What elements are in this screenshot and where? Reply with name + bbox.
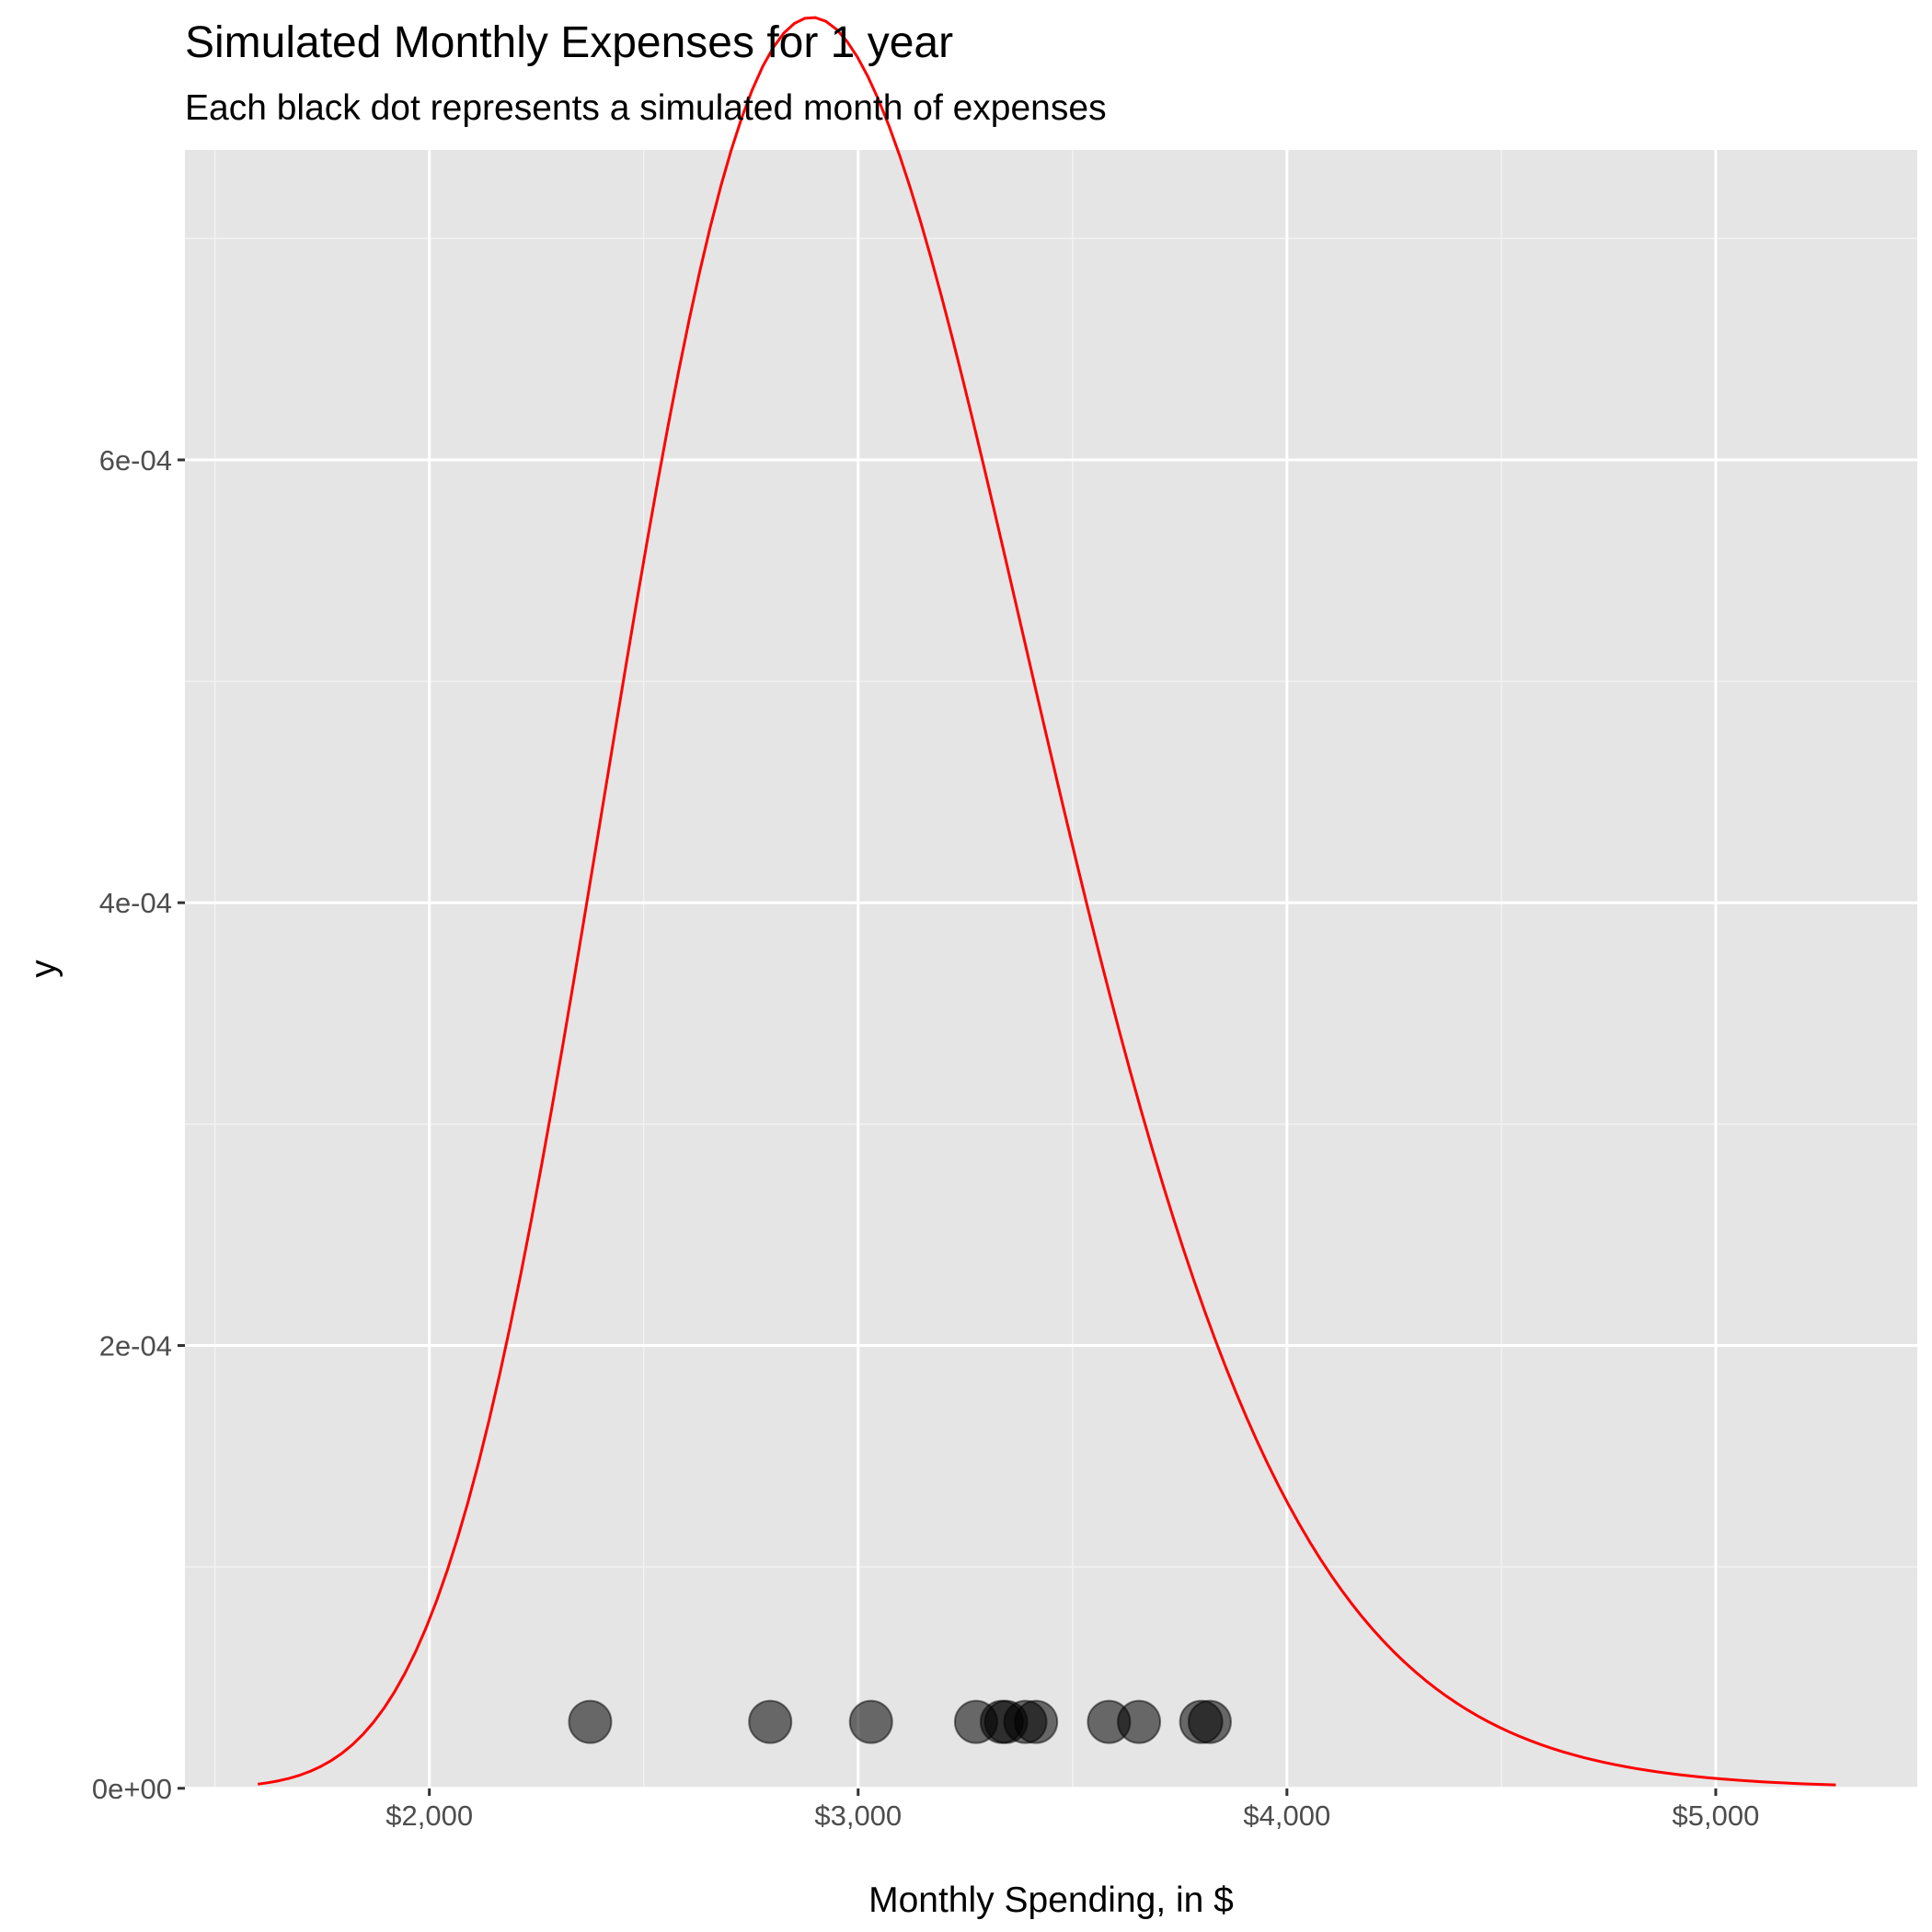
y-tick-label: 2e-04 [99,1330,172,1363]
expense-point [1014,1699,1059,1744]
minor-gridlines [185,150,1917,1788]
chart-title: Simulated Monthly Expenses for 1 year [185,18,953,67]
expense-point [848,1699,893,1744]
density-curve [258,16,1836,1787]
expense-point [748,1699,793,1744]
chart-subtitle: Each black dot represents a simulated mo… [185,88,1107,128]
y-axis-title: y [24,960,63,978]
x-tick-label: $5,000 [1673,1800,1760,1832]
expense-point [1187,1699,1232,1744]
x-axis: $2,000 $3,000 $4,000 $5,000 [385,1788,1759,1832]
x-tick-label: $4,000 [1243,1800,1330,1832]
plot-panel [185,150,1917,1788]
x-axis-title: Monthly Spending, in $ [868,1880,1234,1920]
y-tick-label: 6e-04 [99,444,172,477]
series-layer [258,16,1836,1787]
major-gridlines [185,150,1917,1790]
expense-point [1117,1699,1162,1744]
y-axis: 0e+00 2e-04 4e-04 6e-04 [92,444,185,1805]
x-tick-label: $2,000 [385,1800,473,1832]
y-tick-label: 0e+00 [92,1773,172,1805]
expense-point [568,1699,613,1744]
y-tick-label: 4e-04 [99,887,172,919]
x-tick-label: $3,000 [814,1800,902,1832]
